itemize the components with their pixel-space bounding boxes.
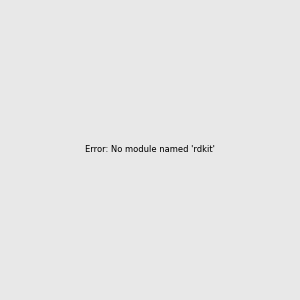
Text: Error: No module named 'rdkit': Error: No module named 'rdkit': [85, 146, 215, 154]
